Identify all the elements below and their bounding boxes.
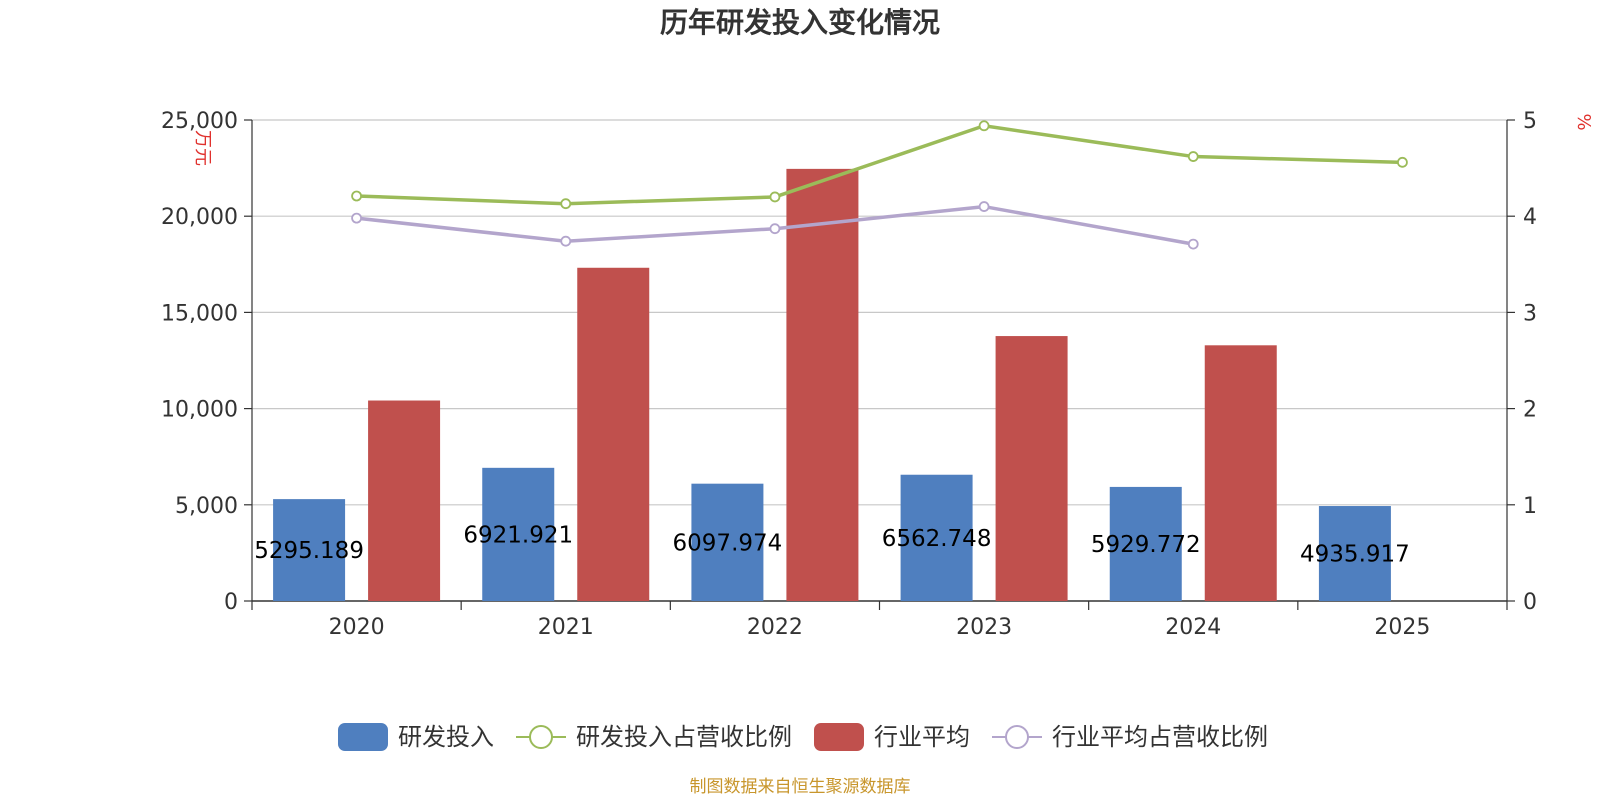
left-axis-unit-label: 万元 [192,130,213,166]
line-point [351,212,362,224]
bar [577,267,650,601]
right-axis-unit-label: % [1573,113,1594,130]
bar-value-label: 5295.189 [254,538,364,564]
bar-value-label: 6097.974 [673,530,783,556]
bars [273,168,1391,601]
line-point [1187,238,1199,250]
bar [995,336,1068,601]
bar [1318,506,1391,601]
right-axis-tick-label: 2 [1523,398,1537,423]
left-axis-tick-label: 25,000 [161,109,238,134]
legend-label: 行业平均 [874,723,970,751]
bar-value-label: 5929.772 [1091,532,1201,558]
left-axis-tick-label: 20,000 [161,205,238,230]
legend-swatch-bar [338,723,388,751]
legend-label: 研发投入 [398,723,494,751]
series-line [356,123,1403,206]
data-labels: 5295.189 6921.921 6097.974 6562.748 5929.772… [254,522,1410,567]
line-point [1397,156,1408,168]
bar [786,168,859,601]
legend-label: 行业平均占营收比例 [1052,723,1268,751]
line-point [1187,151,1199,162]
x-axis-tick-label: 2023 [956,615,1012,640]
source-footer: 制图数据来自恒生聚源数据库 [690,777,911,797]
bar [368,400,441,601]
lines [351,120,1408,250]
bar [691,483,764,601]
left-axis-tick-label: 15,000 [161,301,238,326]
bar-value-label: 6921.921 [463,522,573,548]
right-axis-tick-label: 5 [1523,109,1537,134]
right-y-axis: 0 1 2 3 4 5 [1506,109,1537,615]
legend-swatch-marker [1005,725,1029,749]
left-axis-tick-label: 0 [224,590,238,615]
line-point [351,190,362,202]
right-axis-tick-label: 4 [1523,205,1537,230]
right-axis-tick-label: 3 [1523,301,1537,326]
x-axis-tick-label: 2021 [538,615,594,640]
chart-title: 历年研发投入变化情况 [660,6,940,39]
left-axis-tick-label: 10,000 [161,398,238,423]
bar [482,467,555,601]
bar [1204,345,1277,601]
grid-lines [252,119,1507,506]
left-y-axis: 0 5,000 10,000 15,000 20,000 25,000 [161,109,253,615]
x-axis-tick-label: 2022 [747,615,803,640]
bar-value-label: 4935.917 [1300,542,1410,568]
line-point [769,191,781,203]
x-axis-tick-label: 2020 [329,615,385,640]
legend: 研发投入 研发投入占营收比例 行业平均 行业平均占营收比例 [338,723,1268,751]
line-point [978,201,990,212]
line-point [978,120,990,132]
legend-label: 研发投入占营收比例 [576,723,792,751]
legend-swatch-bar [814,723,864,751]
line-point [560,198,572,210]
line-point [560,235,572,247]
x-axis-tick-label: 2025 [1374,615,1430,640]
left-axis-tick-label: 5,000 [175,494,238,519]
right-axis-tick-label: 1 [1523,494,1537,519]
right-axis-tick-label: 0 [1523,590,1537,615]
bar [900,474,973,601]
legend-swatch-marker [529,725,553,749]
bar-value-label: 6562.748 [882,526,992,552]
bar [1109,486,1182,601]
x-axis-tick-label: 2024 [1165,615,1221,640]
x-axis: 2020 2021 2022 2023 2024 2025 [251,600,1508,640]
line-point [769,223,781,235]
bar [273,499,346,601]
